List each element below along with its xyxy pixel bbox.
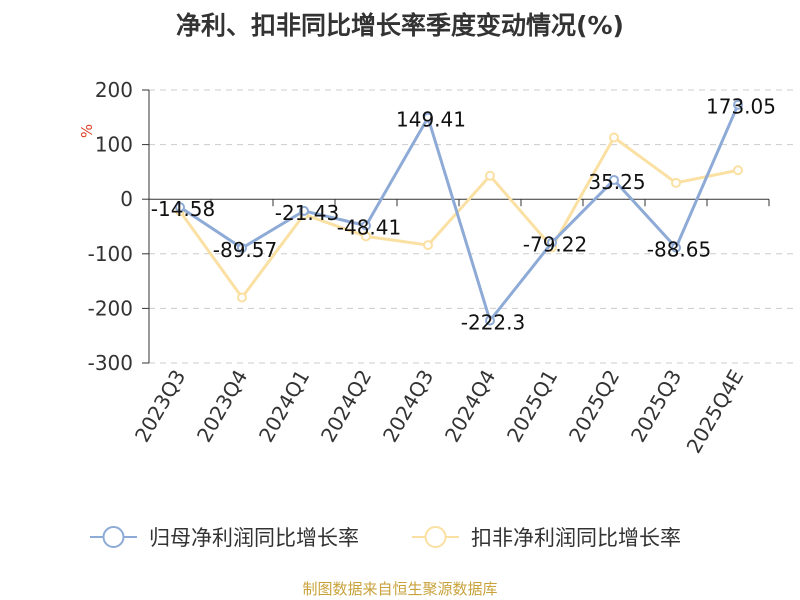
chart-title: 净利、扣非同比增长率季度变动情况(%) — [176, 11, 624, 40]
series-layer — [175, 99, 743, 326]
legend-swatch-marker — [102, 526, 125, 548]
series-1-point — [485, 315, 495, 326]
data-label: -48.41 — [337, 216, 401, 240]
y-tick-label: -300 — [88, 351, 133, 375]
data-label: 35.25 — [588, 170, 645, 194]
series-1-line — [179, 104, 740, 323]
legend-label: 归母净利润同比增长率 — [149, 526, 359, 550]
y-tick-label: -100 — [88, 242, 133, 266]
series-1-point — [361, 220, 371, 231]
series-2-line — [178, 136, 739, 299]
y-tick-label: 0 — [120, 187, 133, 211]
series-2-point — [671, 177, 681, 188]
data-label: -14.58 — [151, 197, 215, 221]
data-label: -21.43 — [275, 201, 339, 225]
x-tick-label: 2023Q4 — [192, 366, 252, 447]
x-tick-label: 2025Q4E — [682, 366, 749, 458]
legend-swatch-marker — [424, 526, 447, 548]
data-label: -79.22 — [523, 232, 587, 256]
y-axis-unit-label: % — [78, 124, 96, 138]
data-label: 173.05 — [706, 95, 776, 119]
x-tick-label: 2025Q2 — [564, 366, 624, 447]
series-1-point — [733, 99, 743, 110]
x-tick-label: 2024Q3 — [378, 366, 438, 447]
legend: 归母净利润同比增长率 扣非净利润同比增长率 — [90, 526, 681, 550]
series-2-point — [733, 165, 743, 176]
series-2-point — [361, 231, 371, 242]
series-1-point — [609, 174, 619, 185]
x-tick-label: 2025Q1 — [502, 366, 562, 447]
source-label: 制图数据来自恒生聚源数据库 — [302, 580, 497, 598]
x-tick-label: 2024Q4 — [440, 366, 500, 447]
data-label: 149.41 — [396, 108, 466, 132]
y-tick-label: 100 — [95, 133, 133, 157]
data-label-layer: -14.58 -89.57 -21.43-48.41 149.41 -222.3 -79.… — [151, 95, 776, 335]
series-2-point — [609, 132, 619, 143]
x-tick-label: 2024Q1 — [254, 366, 314, 447]
series-2-point — [237, 292, 247, 303]
series-1-point — [671, 242, 681, 253]
data-label: -88.65 — [647, 238, 711, 262]
series-1-point — [299, 205, 309, 216]
x-tick-label: 2025Q3 — [626, 366, 686, 447]
legend-label: 扣非净利润同比增长率 — [471, 526, 681, 550]
series-1-point — [237, 243, 247, 254]
x-tick-label: 2023Q3 — [130, 366, 190, 447]
y-tick-label: -200 — [88, 296, 133, 320]
y-tick-label: 200 — [95, 78, 133, 102]
data-label: -89.57 — [213, 238, 277, 262]
data-label: -222.3 — [461, 311, 525, 335]
x-tick-label: 2024Q2 — [316, 366, 376, 447]
series-1-point — [175, 202, 185, 213]
series-2-point — [485, 170, 495, 181]
series-1-point — [423, 112, 433, 123]
series-2-point — [423, 240, 433, 251]
series-1-point — [547, 237, 557, 248]
